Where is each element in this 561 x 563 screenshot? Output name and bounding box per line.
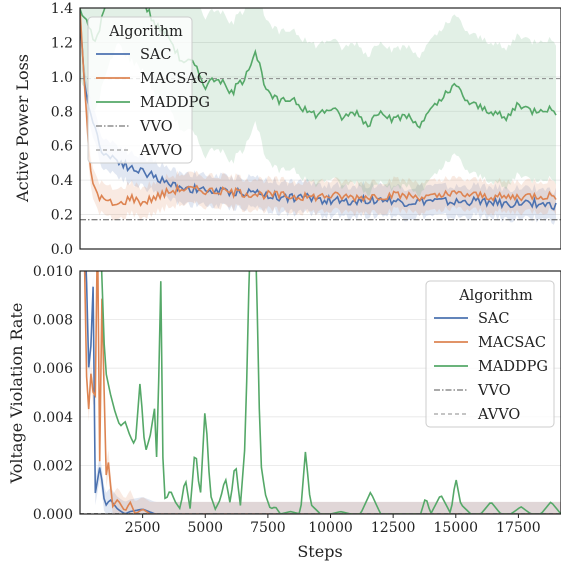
y-tick-label: 0.002 (33, 458, 73, 474)
x-tick-label: 17500 (496, 520, 541, 536)
top-axes-frame (79, 7, 561, 250)
y-tick-label: 0.0 (51, 242, 73, 258)
y-tick-label: 1.0 (51, 70, 73, 86)
x-tick-label: 7500 (250, 520, 286, 536)
y-tick-label: 0.008 (33, 313, 73, 329)
top-yticks: 0.0 0.2 0.4 0.6 0.8 1.0 1.2 1.4 (51, 1, 73, 258)
legend-label-macsac: MACSAC (140, 71, 208, 87)
series-sac-band (80, 8, 556, 225)
legend-title: Algorithm (108, 24, 183, 40)
x-axis-label: Steps (297, 542, 342, 561)
bottom-xticks: 2500 5000 7500 10000 12500 15000 17500 (125, 514, 541, 536)
series-macsac-line (80, 8, 557, 207)
bottom-yticks: 0.000 0.002 0.004 0.006 0.008 0.010 (33, 264, 73, 523)
y-tick-label: 0.2 (51, 208, 73, 224)
y-tick-label: 0.000 (33, 507, 73, 523)
y-tick-label: 1.4 (51, 1, 73, 17)
legend-label-sac: SAC (140, 47, 172, 63)
voltage-violation-panel: 0.000 0.002 0.004 0.006 0.008 0.010 2500 5000 7… (7, 264, 561, 561)
x-tick-label: 15000 (434, 520, 479, 536)
y-tick-label: 1.2 (51, 35, 73, 51)
top-y-axis-label: Active Power Loss (13, 54, 32, 203)
x-tick-label: 5000 (187, 520, 223, 536)
x-tick-label: 10000 (308, 520, 353, 536)
legend-label-macsac: MACSAC (478, 335, 546, 351)
x-tick-label: 12500 (371, 520, 416, 536)
legend-label-sac: SAC (478, 311, 510, 327)
legend-label-avvo: AVVO (477, 407, 520, 423)
bottom-legend: Algorithm SAC MACSAC MADDPG VVO AVVO (425, 280, 555, 428)
legend-label-vvo: VVO (139, 119, 173, 135)
legend-label-avvo: AVVO (139, 143, 182, 159)
top-legend: Algorithm SAC MACSAC MADDPG VVO AVVO (87, 16, 210, 164)
y-tick-label: 0.8 (51, 104, 73, 120)
y-tick-label: 0.6 (51, 139, 73, 155)
series-maddpg-line (100, 271, 561, 514)
legend-label-maddpg: MADDPG (140, 95, 210, 111)
x-tick-label: 2500 (125, 520, 161, 536)
series-sac-line (80, 22, 557, 211)
y-tick-label: 0.006 (33, 361, 73, 377)
legend-label-maddpg: MADDPG (478, 359, 548, 375)
bottom-axes-frame (79, 270, 561, 515)
legend-label-vvo: VVO (477, 383, 511, 399)
y-tick-label: 0.004 (33, 410, 73, 426)
bottom-y-axis-label: Voltage Violation Rate (7, 303, 26, 485)
legend-title: Algorithm (458, 288, 533, 304)
series-maddpg-band (80, 8, 556, 197)
y-tick-label: 0.010 (33, 264, 73, 280)
active-power-loss-panel: 0.0 0.2 0.4 0.6 0.8 1.0 1.2 1.4 Active Power Lo… (13, 1, 561, 258)
y-tick-label: 0.4 (51, 173, 73, 189)
